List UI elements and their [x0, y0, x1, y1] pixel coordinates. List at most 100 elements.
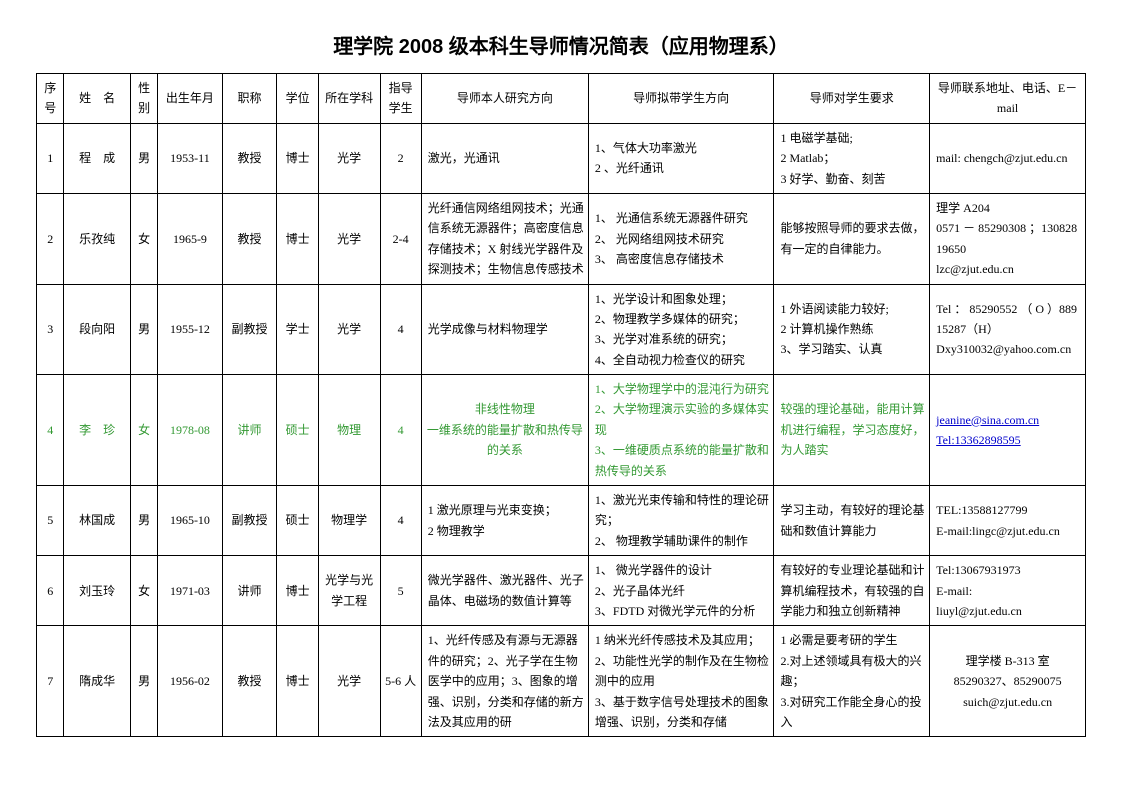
cell-sex: 男: [130, 486, 157, 556]
cell-title: 讲师: [222, 556, 277, 626]
cell-dept: 光学: [318, 123, 380, 193]
advisor-table: 序号 姓 名 性别 出生年月 职称 学位 所在学科 指导学生 导师本人研究方向 …: [36, 73, 1086, 737]
cell-sex: 男: [130, 626, 157, 737]
cell-dob: 1971-03: [158, 556, 222, 626]
cell-idx: 7: [37, 626, 64, 737]
cell-dept: 物理学: [318, 486, 380, 556]
cell-degree: 硕士: [277, 486, 318, 556]
cell-requirement: 1 电磁学基础;2 Matlab；3 好学、勤奋、刻苦: [774, 123, 930, 193]
col-dept: 所在学科: [318, 74, 380, 124]
cell-name: 隋成华: [64, 626, 130, 737]
cell-contact: mail: chengch@zjut.edu.cn: [930, 123, 1086, 193]
header-row: 序号 姓 名 性别 出生年月 职称 学位 所在学科 指导学生 导师本人研究方向 …: [37, 74, 1086, 124]
table-row: 3段向阳男1955-12副教授学士光学4光学成像与材料物理学1、光学设计和图象处…: [37, 284, 1086, 375]
cell-title: 讲师: [222, 375, 277, 486]
cell-dob: 1956-02: [158, 626, 222, 737]
cell-direction: 1、激光光束传输和特性的理论研究；2、 物理教学辅助课件的制作: [588, 486, 774, 556]
cell-requirement: 较强的理论基础，能用计算机进行编程，学习态度好，为人踏实: [774, 375, 930, 486]
cell-degree: 博士: [277, 626, 318, 737]
contact-link[interactable]: jeanine@sina.com.cnTel:13362898595: [936, 413, 1039, 447]
cell-direction: 1、气体大功率激光2 、光纤通讯: [588, 123, 774, 193]
cell-dob: 1965-9: [158, 193, 222, 284]
cell-direction: 1、 光通信系统无源器件研究2、 光网络组网技术研究3、 高密度信息存储技术: [588, 193, 774, 284]
table-row: 6刘玉玲女1971-03讲师博士光学与光学工程5微光学器件、激光器件、光子晶体、…: [37, 556, 1086, 626]
cell-title: 教授: [222, 626, 277, 737]
cell-contact: 理学楼 B-313 室85290327、85290075suich@zjut.e…: [930, 626, 1086, 737]
col-num: 指导学生: [380, 74, 421, 124]
cell-sex: 男: [130, 123, 157, 193]
cell-contact: jeanine@sina.com.cnTel:13362898595: [930, 375, 1086, 486]
cell-requirement: 学习主动，有较好的理论基础和数值计算能力: [774, 486, 930, 556]
cell-num: 5-6 人: [380, 626, 421, 737]
cell-requirement: 能够按照导师的要求去做，有一定的自律能力。: [774, 193, 930, 284]
cell-contact: Tel:13067931973E-mail:liuyl@zjut.edu.cn: [930, 556, 1086, 626]
cell-degree: 博士: [277, 193, 318, 284]
cell-research: 微光学器件、激光器件、光子晶体、电磁场的数值计算等: [421, 556, 588, 626]
cell-direction: 1 纳米光纤传感技术及其应用；2、功能性光学的制作及在生物检测中的应用3、基于数…: [588, 626, 774, 737]
col-idx: 序号: [37, 74, 64, 124]
cell-research: 光纤通信网络组网技术；光通信系统无源器件；高密度信息存储技术；X 射线光学器件及…: [421, 193, 588, 284]
cell-dob: 1953-11: [158, 123, 222, 193]
cell-name: 乐孜纯: [64, 193, 130, 284]
cell-name: 段向阳: [64, 284, 130, 375]
col-req: 导师对学生要求: [774, 74, 930, 124]
col-degree: 学位: [277, 74, 318, 124]
cell-direction: 1、光学设计和图象处理；2、物理教学多媒体的研究；3、光学对准系统的研究；4、全…: [588, 284, 774, 375]
cell-dept: 光学与光学工程: [318, 556, 380, 626]
cell-contact: 理学 A2040571 － 85290308 ；13082819650lzc@z…: [930, 193, 1086, 284]
cell-requirement: 1 必需是要考研的学生2.对上述领域具有极大的兴趣；3.对研究工作能全身心的投入: [774, 626, 930, 737]
cell-degree: 博士: [277, 556, 318, 626]
cell-num: 2: [380, 123, 421, 193]
cell-title: 副教授: [222, 486, 277, 556]
cell-num: 5: [380, 556, 421, 626]
cell-direction: 1、大学物理学中的混沌行为研究2、大学物理演示实验的多媒体实现3、一维硬质点系统…: [588, 375, 774, 486]
cell-title: 教授: [222, 193, 277, 284]
cell-idx: 6: [37, 556, 64, 626]
cell-title: 副教授: [222, 284, 277, 375]
col-direction: 导师拟带学生方向: [588, 74, 774, 124]
table-row: 7隋成华男1956-02教授博士光学5-6 人1、光纤传感及有源与无源器件的研究…: [37, 626, 1086, 737]
col-contact: 导师联系地址、电话、E－mail: [930, 74, 1086, 124]
cell-dob: 1955-12: [158, 284, 222, 375]
cell-research: 激光，光通讯: [421, 123, 588, 193]
cell-num: 4: [380, 284, 421, 375]
table-row: 4李 珍女1978-08讲师硕士物理4非线性物理一维系统的能量扩散和热传导的关系…: [37, 375, 1086, 486]
cell-requirement: 有较好的专业理论基础和计算机编程技术，有较强的自学能力和独立创新精神: [774, 556, 930, 626]
cell-idx: 2: [37, 193, 64, 284]
cell-degree: 博士: [277, 123, 318, 193]
col-sex: 性别: [130, 74, 157, 124]
cell-sex: 男: [130, 284, 157, 375]
table-row: 1程 成男1953-11教授博士光学2激光，光通讯1、气体大功率激光2 、光纤通…: [37, 123, 1086, 193]
cell-name: 程 成: [64, 123, 130, 193]
cell-research: 1 激光原理与光束变换；2 物理教学: [421, 486, 588, 556]
cell-sex: 女: [130, 556, 157, 626]
cell-research: 非线性物理一维系统的能量扩散和热传导的关系: [421, 375, 588, 486]
cell-num: 4: [380, 486, 421, 556]
cell-dept: 光学: [318, 284, 380, 375]
cell-dept: 物理: [318, 375, 380, 486]
cell-research: 1、光纤传感及有源与无源器件的研究；2、光子学在生物医学中的应用；3、图象的增强…: [421, 626, 588, 737]
cell-research: 光学成像与材料物理学: [421, 284, 588, 375]
cell-name: 李 珍: [64, 375, 130, 486]
cell-idx: 4: [37, 375, 64, 486]
cell-sex: 女: [130, 375, 157, 486]
cell-degree: 学士: [277, 284, 318, 375]
table-row: 5林国成男1965-10副教授硕士物理学41 激光原理与光束变换；2 物理教学1…: [37, 486, 1086, 556]
cell-num: 4: [380, 375, 421, 486]
col-research: 导师本人研究方向: [421, 74, 588, 124]
page-title: 理学院 2008 级本科生导师情况简表（应用物理系）: [36, 30, 1086, 59]
cell-dept: 光学: [318, 626, 380, 737]
cell-dob: 1965-10: [158, 486, 222, 556]
cell-sex: 女: [130, 193, 157, 284]
cell-direction: 1、 微光学器件的设计2、光子晶体光纤3、FDTD 对微光学元件的分析: [588, 556, 774, 626]
cell-contact: TEL:13588127799E-mail:lingc@zjut.edu.cn: [930, 486, 1086, 556]
cell-degree: 硕士: [277, 375, 318, 486]
cell-name: 林国成: [64, 486, 130, 556]
cell-idx: 5: [37, 486, 64, 556]
cell-title: 教授: [222, 123, 277, 193]
cell-idx: 1: [37, 123, 64, 193]
cell-contact: Tel ： 85290552 （ O ）88915287（H）Dxy310032…: [930, 284, 1086, 375]
cell-num: 2-4: [380, 193, 421, 284]
cell-requirement: 1 外语阅读能力较好;2 计算机操作熟练3、学习踏实、认真: [774, 284, 930, 375]
cell-dept: 光学: [318, 193, 380, 284]
